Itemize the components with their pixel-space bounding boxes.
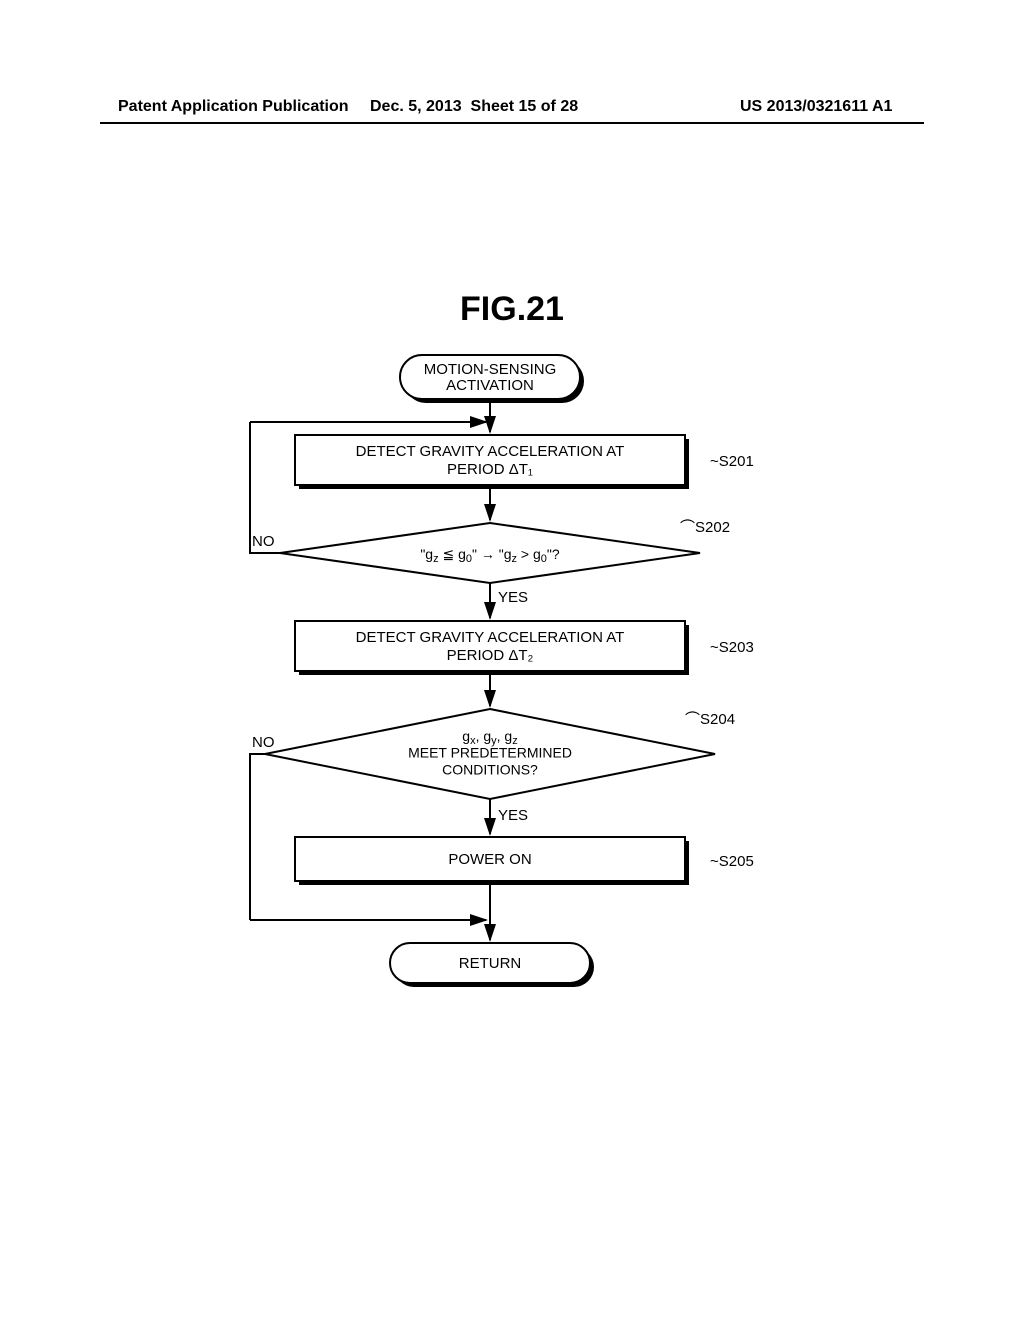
node-s203: DETECT GRAVITY ACCELERATION AT PERIOD ΔT… [295,621,689,675]
s204-line2: MEET PREDETERMINED [408,745,572,761]
s201-label: ~S201 [710,453,754,470]
return-text: RETURN [459,955,522,972]
node-s205: POWER ON [295,837,689,885]
s203-line2: PERIOD ΔT₂ [447,647,534,664]
s204-no-label: NO [252,734,275,751]
node-s202: "gz ≦ g0" → "gz > g0"? [280,523,700,583]
s201-line2: PERIOD ΔT₁ [447,461,533,478]
s205-label: ~S205 [710,853,754,870]
s202-label: ⌒S202 [680,519,730,536]
s203-label: ~S203 [710,639,754,656]
flowchart: MOTION-SENSING ACTIVATION DETECT GRAVITY… [180,350,840,1030]
figure-title: FIG.21 [0,290,1024,329]
start-line1: MOTION-SENSING [424,361,557,378]
s203-line1: DETECT GRAVITY ACCELERATION AT [356,629,625,646]
node-s201: DETECT GRAVITY ACCELERATION AT PERIOD ΔT… [295,435,689,489]
s205-text: POWER ON [448,851,531,868]
node-start: MOTION-SENSING ACTIVATION [400,355,584,403]
s204-label: ⌒S204 [685,711,735,728]
header-publication: Patent Application Publication [118,98,349,116]
s202-no-label: NO [252,533,275,550]
node-return: RETURN [390,943,594,987]
s201-line1: DETECT GRAVITY ACCELERATION AT [356,443,625,460]
header-docnum: US 2013/0321611 A1 [740,98,892,116]
s204-yes-label: YES [498,807,528,824]
s202-yes-label: YES [498,589,528,606]
header-date-sheet: Dec. 5, 2013 Sheet 15 of 28 [370,98,578,116]
node-s204: gx, gy, gz MEET PREDETERMINED CONDITIONS… [265,709,715,799]
page: Patent Application Publication Dec. 5, 2… [0,0,1024,1320]
s204-line3: CONDITIONS? [442,762,538,778]
edge-s204-no-down [250,754,265,920]
header-rule [100,122,924,124]
start-line2: ACTIVATION [446,377,534,394]
